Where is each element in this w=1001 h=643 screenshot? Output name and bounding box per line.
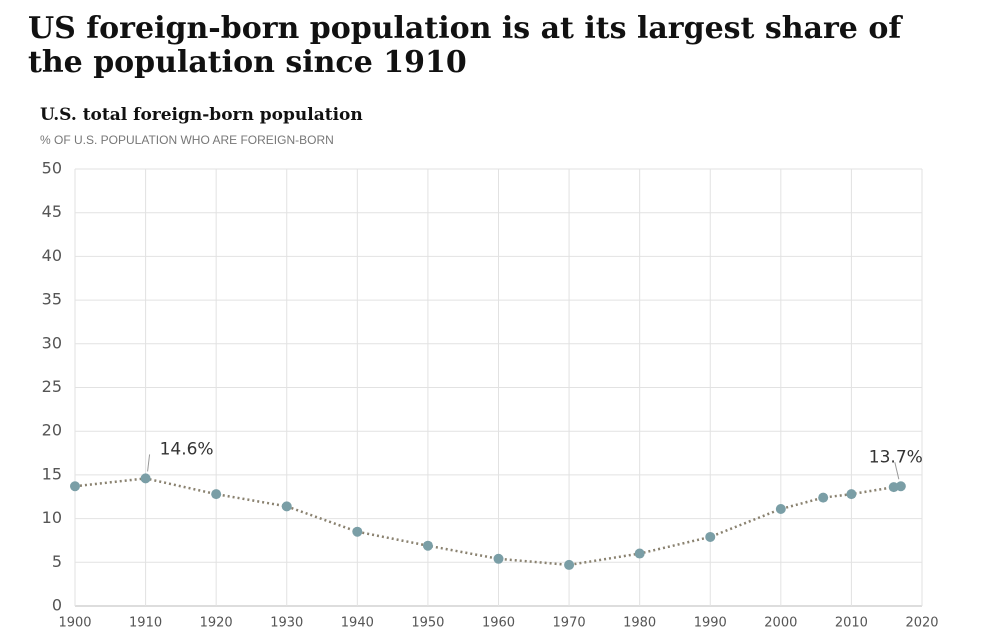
data-point — [818, 492, 829, 503]
label-leader — [894, 462, 900, 480]
y-tick-label: 40 — [42, 246, 62, 265]
data-point — [846, 489, 857, 500]
y-tick-label: 25 — [42, 377, 62, 396]
data-point — [564, 559, 575, 570]
x-tick-label: 1950 — [411, 616, 444, 631]
data-point — [211, 489, 222, 500]
data-point — [895, 481, 906, 492]
data-point — [705, 531, 716, 542]
y-tick-label: 10 — [42, 508, 62, 527]
x-tick-label: 1990 — [694, 616, 727, 631]
x-tick-label: 1900 — [58, 616, 91, 631]
y-tick-label: 30 — [42, 333, 62, 352]
chart-caption: U.S. total foreign-born population — [40, 105, 363, 125]
data-point — [775, 503, 786, 514]
y-tick-label: 0 — [52, 596, 62, 615]
data-point — [493, 553, 504, 564]
x-tick-label: 1910 — [129, 616, 162, 631]
label-leader — [147, 454, 151, 472]
x-tick-label: 2020 — [905, 616, 938, 631]
x-tick-label: 1960 — [482, 616, 515, 631]
x-tick-label: 1920 — [200, 616, 233, 631]
x-tick-label: 2010 — [835, 616, 868, 631]
data-point — [352, 526, 363, 537]
data-point — [281, 501, 292, 512]
x-tick-label: 1930 — [270, 616, 303, 631]
y-tick-label: 20 — [42, 421, 62, 440]
data-point — [70, 481, 80, 492]
value-label: 13.7% — [869, 447, 923, 467]
value-label: 14.6% — [160, 439, 214, 459]
data-point — [140, 473, 151, 484]
data-point — [422, 540, 433, 551]
y-tick-label: 45 — [42, 202, 62, 221]
x-tick-label: 2000 — [764, 616, 797, 631]
y-tick-label: 35 — [42, 290, 62, 309]
x-tick-label: 1940 — [341, 616, 374, 631]
y-tick-label: 50 — [42, 159, 62, 178]
chart-subtitle: % OF U.S. POPULATION WHO ARE FOREIGN-BOR… — [40, 133, 334, 147]
y-tick-label: 5 — [52, 552, 62, 571]
x-tick-label: 1980 — [623, 616, 656, 631]
y-tick-label: 15 — [42, 464, 62, 483]
chart-title: US foreign-born population is at its lar… — [28, 11, 902, 80]
data-point — [634, 548, 645, 559]
x-tick-label: 1970 — [553, 616, 586, 631]
data-line — [74, 477, 901, 567]
